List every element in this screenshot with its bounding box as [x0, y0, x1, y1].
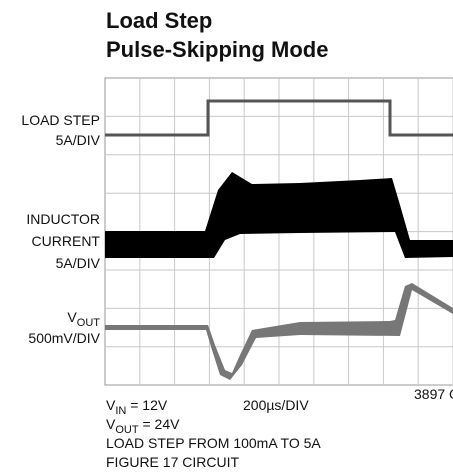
timebase: 200µs/DIV	[243, 397, 309, 413]
figure-id: 3897 G06	[414, 386, 453, 402]
note-sub: OUT	[115, 424, 139, 436]
note: VOUT = 24V	[106, 416, 180, 436]
note: LOAD STEP FROM 100mA TO 5A	[106, 435, 321, 451]
note-main: V	[106, 416, 116, 432]
inductor-current-trace	[105, 172, 453, 258]
label-main: V	[67, 309, 77, 325]
channel-label: LOAD STEP	[21, 112, 100, 128]
note-sub: IN	[115, 405, 126, 417]
channel-label: CURRENT	[32, 233, 101, 249]
label-sub: OUT	[77, 317, 101, 329]
load-step-trace	[105, 99, 453, 137]
title-line: Pulse-Skipping Mode	[106, 37, 328, 62]
channel-label: INDUCTOR	[26, 211, 100, 227]
note-rest: = 24V	[139, 416, 181, 432]
note: FIGURE 17 CIRCUIT	[106, 454, 239, 470]
note: VIN = 12V	[106, 397, 168, 417]
channel-label: 5A/DIV	[56, 255, 101, 271]
channel-label: VOUT	[67, 309, 100, 329]
title-line: Load Step	[106, 8, 212, 33]
channel-label: 500mV/DIV	[28, 330, 100, 346]
note-main: V	[106, 397, 116, 413]
vout-trace	[105, 283, 453, 380]
note-rest: = 12V	[126, 397, 168, 413]
channel-label: 5A/DIV	[56, 132, 101, 148]
